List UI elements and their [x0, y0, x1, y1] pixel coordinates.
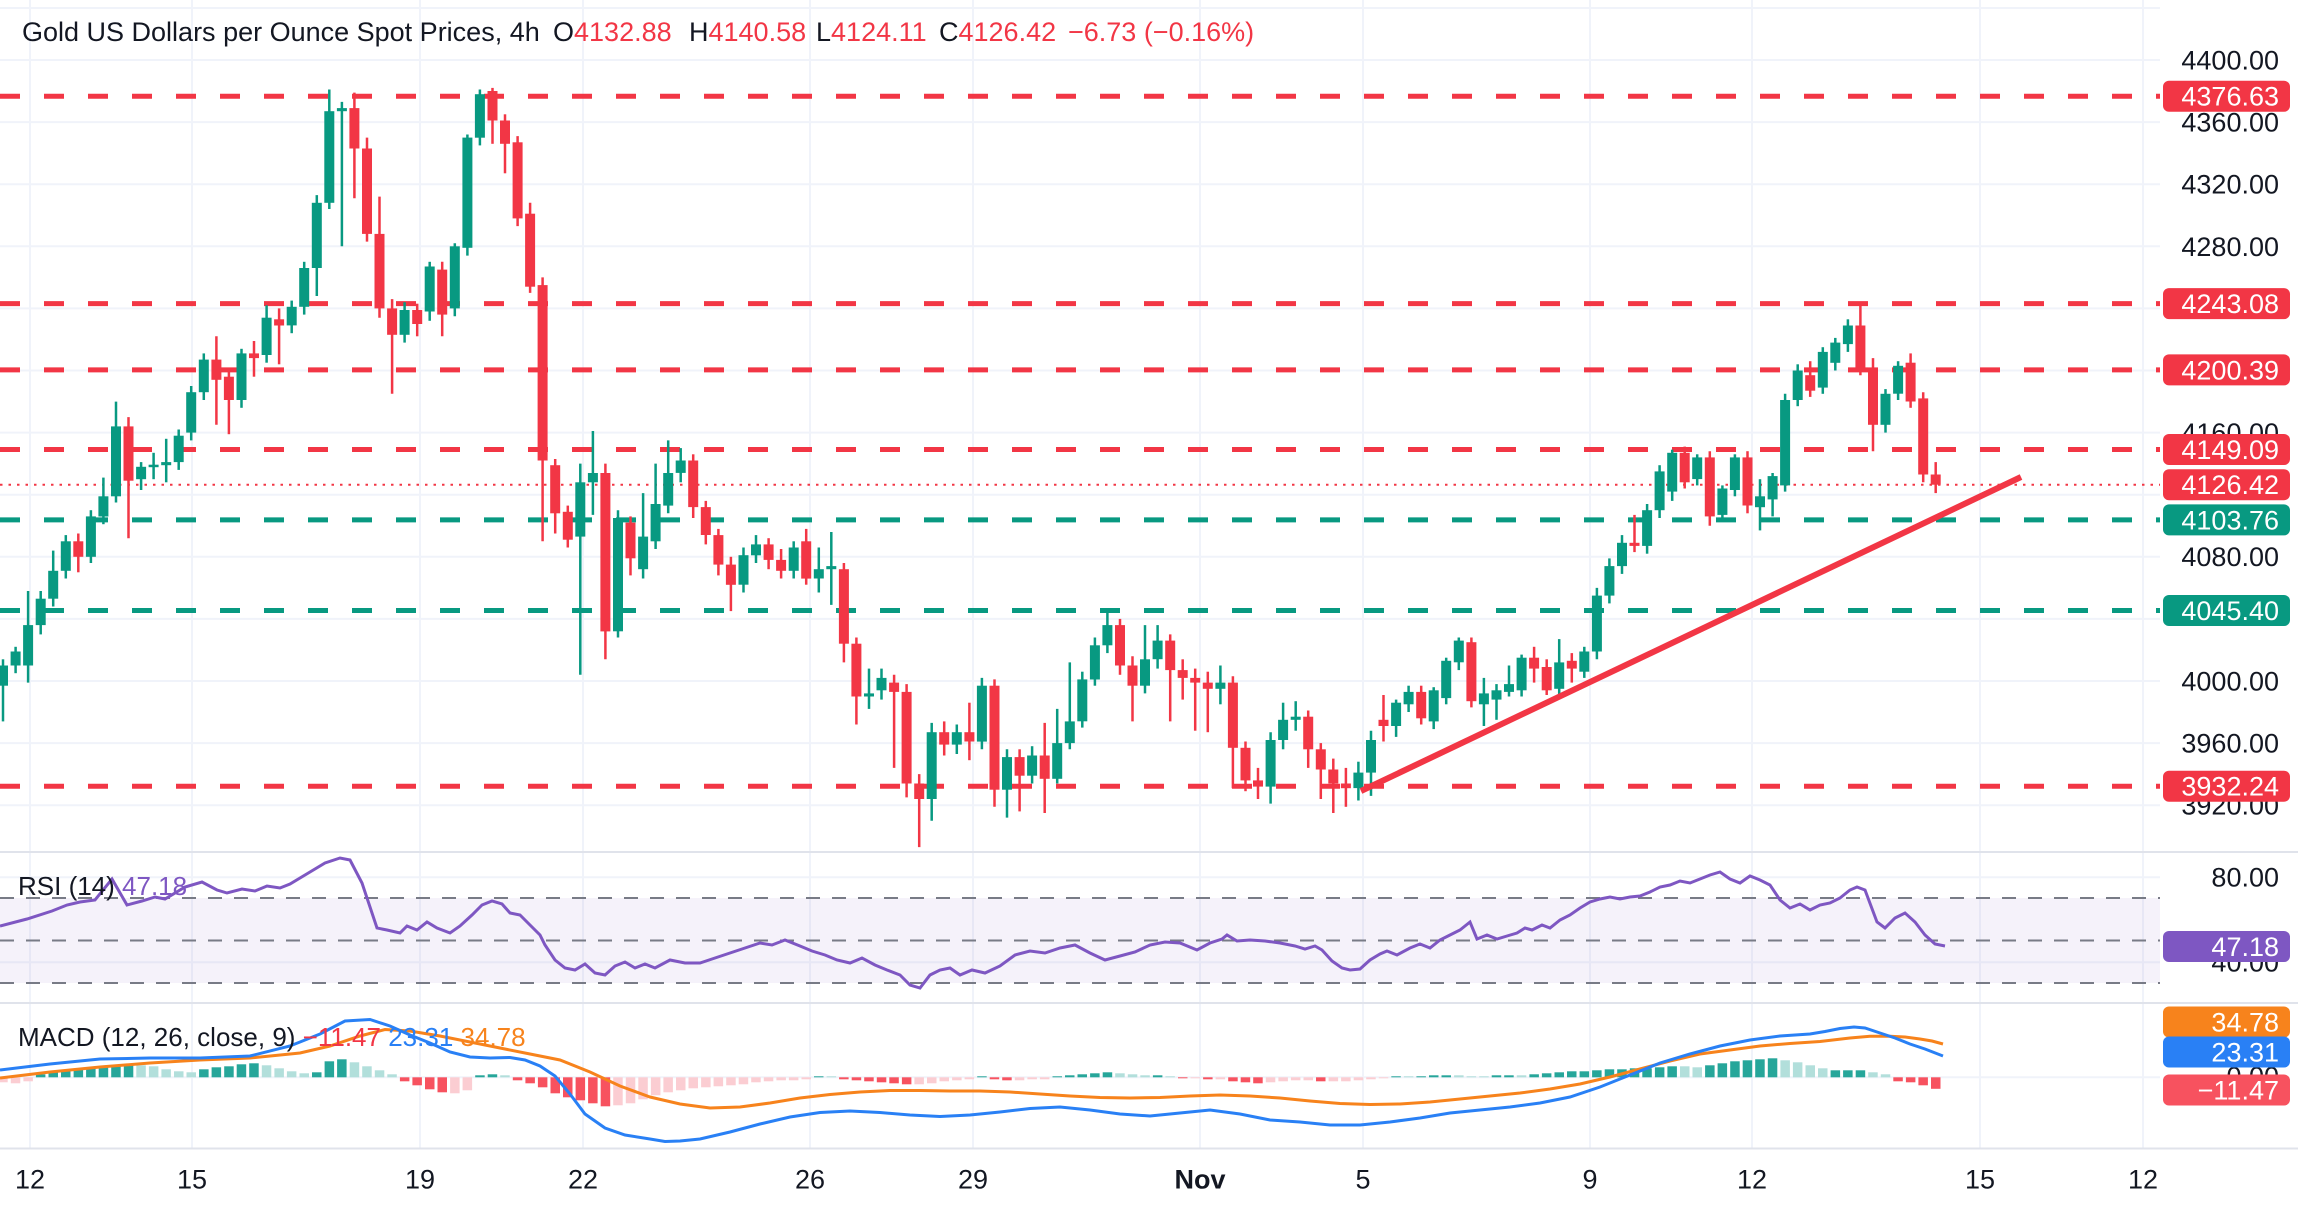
svg-text:29: 29 — [958, 1165, 988, 1195]
svg-text:4400.00: 4400.00 — [2181, 46, 2279, 76]
svg-text:23.31: 23.31 — [2211, 1038, 2279, 1068]
svg-text:12: 12 — [1737, 1165, 1767, 1195]
svg-text:MACD (12, 26, close, 9) −11.47: MACD (12, 26, close, 9) −11.47 23.31 34.… — [18, 1022, 526, 1052]
svg-text:9: 9 — [1582, 1165, 1597, 1195]
svg-text:12: 12 — [2128, 1165, 2158, 1195]
svg-text:Nov: Nov — [1174, 1165, 1225, 1195]
svg-text:19: 19 — [405, 1165, 435, 1195]
svg-text:15: 15 — [1965, 1165, 1995, 1195]
svg-text:4080.00: 4080.00 — [2181, 542, 2279, 572]
svg-text:−11.47: −11.47 — [2198, 1076, 2279, 1106]
svg-text:22: 22 — [568, 1165, 598, 1195]
svg-text:RSI (14) 47.18: RSI (14) 47.18 — [18, 871, 187, 901]
svg-text:3960.00: 3960.00 — [2181, 729, 2279, 759]
svg-text:12: 12 — [15, 1165, 45, 1195]
svg-text:4103.76: 4103.76 — [2181, 505, 2279, 535]
svg-text:Gold US Dollars per Ounce Spot: Gold US Dollars per Ounce Spot Prices, 4… — [22, 17, 540, 47]
svg-text:4360.00: 4360.00 — [2181, 108, 2279, 138]
svg-text:34.78: 34.78 — [2211, 1008, 2279, 1038]
svg-text:4376.63: 4376.63 — [2181, 82, 2279, 112]
svg-text:4045.40: 4045.40 — [2181, 596, 2279, 626]
svg-text:4243.08: 4243.08 — [2181, 289, 2279, 319]
svg-text:47.18: 47.18 — [2211, 932, 2279, 962]
svg-text:4126.42: 4126.42 — [2181, 470, 2279, 500]
svg-text:26: 26 — [795, 1165, 825, 1195]
svg-text:80.00: 80.00 — [2211, 863, 2279, 893]
svg-text:4320.00: 4320.00 — [2181, 170, 2279, 200]
svg-text:4149.09: 4149.09 — [2181, 435, 2279, 465]
svg-text:4000.00: 4000.00 — [2181, 667, 2279, 697]
svg-text:15: 15 — [177, 1165, 207, 1195]
svg-text:3932.24: 3932.24 — [2181, 772, 2279, 802]
svg-text:4200.39: 4200.39 — [2181, 355, 2279, 385]
svg-text:4280.00: 4280.00 — [2181, 232, 2279, 262]
svg-text:5: 5 — [1355, 1165, 1370, 1195]
